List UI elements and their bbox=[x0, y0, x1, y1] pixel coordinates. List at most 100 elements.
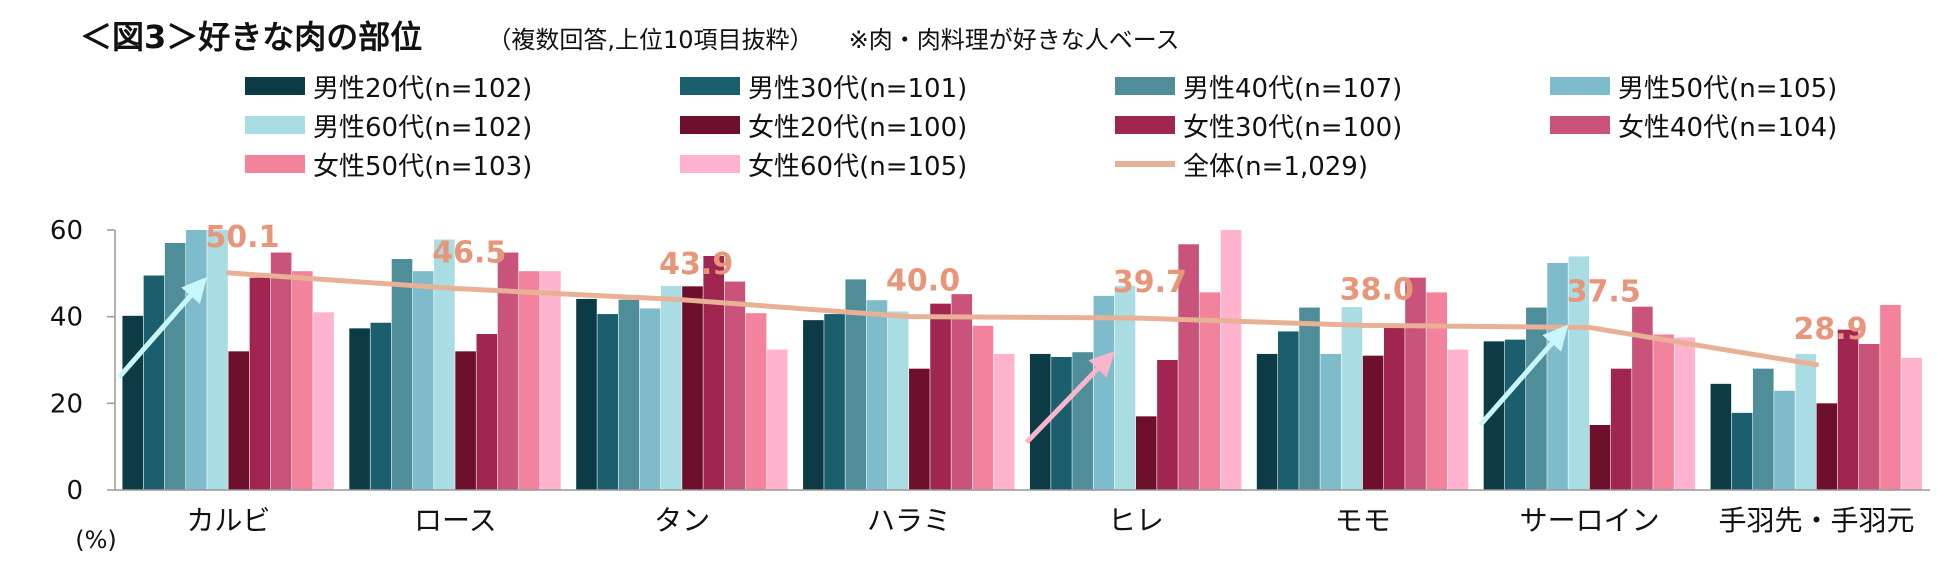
bar bbox=[270, 252, 292, 490]
bar bbox=[1858, 343, 1880, 490]
total-line-point bbox=[225, 270, 231, 276]
legend-item: 女性20代(n=100) bbox=[680, 107, 967, 143]
legend-swatch bbox=[1115, 77, 1175, 95]
legend-label: 女性20代(n=100) bbox=[748, 112, 968, 143]
bar bbox=[951, 294, 973, 490]
bar bbox=[1674, 337, 1696, 490]
total-data-label: 50.1 bbox=[205, 220, 279, 255]
legend-item: 男性30代(n=101) bbox=[680, 68, 967, 104]
bar bbox=[1731, 412, 1753, 490]
total-line-point bbox=[1587, 325, 1593, 330]
y-tick-label: 40 bbox=[50, 303, 83, 333]
total-data-label: 28.9 bbox=[1794, 312, 1868, 347]
bar bbox=[1816, 403, 1838, 490]
bar bbox=[1653, 334, 1674, 490]
bar bbox=[207, 230, 228, 490]
bar bbox=[597, 314, 618, 490]
bar bbox=[1093, 295, 1115, 490]
chart-subtitle: （複数回答,上位10項目抜粋） bbox=[487, 26, 814, 54]
x-tick-label: ハラミ bbox=[867, 504, 951, 537]
bar bbox=[1178, 244, 1199, 490]
legend-swatch bbox=[680, 116, 740, 134]
bar bbox=[1220, 230, 1242, 490]
bar bbox=[1837, 329, 1859, 490]
bar bbox=[1384, 325, 1405, 490]
legend-label: 男性40代(n=107) bbox=[1183, 73, 1403, 104]
trend-arrow bbox=[1024, 351, 1115, 445]
total-data-label: 46.5 bbox=[432, 236, 506, 271]
trend-arrow bbox=[117, 276, 207, 379]
total-line-point bbox=[679, 297, 685, 303]
chart-note: ※肉・肉料理が好きな人ベース bbox=[848, 26, 1180, 54]
legend-item: 男性20代(n=102) bbox=[245, 68, 532, 104]
bar bbox=[434, 239, 455, 490]
y-tick-label: 60 bbox=[50, 216, 83, 246]
bar bbox=[845, 279, 867, 490]
legend-item: 女性40代(n=104) bbox=[1550, 107, 1837, 143]
bar bbox=[1072, 352, 1093, 490]
bar bbox=[1256, 353, 1278, 490]
bar bbox=[1632, 306, 1653, 490]
bar bbox=[476, 334, 498, 490]
bar bbox=[682, 286, 703, 490]
bar bbox=[660, 285, 682, 490]
total-line-point bbox=[1133, 315, 1139, 321]
bar bbox=[122, 315, 144, 490]
bar bbox=[1880, 304, 1901, 490]
bar bbox=[724, 281, 746, 490]
legend-item: 男性60代(n=102) bbox=[245, 107, 532, 143]
total-line-point bbox=[906, 314, 912, 320]
bar bbox=[1447, 349, 1469, 490]
bar bbox=[887, 311, 909, 490]
bar bbox=[1752, 368, 1774, 490]
y-axis-label: (%) bbox=[75, 526, 117, 554]
legend-item: 全体(n=1,029) bbox=[1115, 146, 1368, 182]
legend-label: 男性50代(n=105) bbox=[1618, 73, 1838, 104]
x-tick-label: タン bbox=[654, 504, 710, 537]
x-tick-label: ヒレ bbox=[1108, 504, 1164, 537]
total-data-label: 38.0 bbox=[1340, 272, 1414, 307]
bar bbox=[497, 252, 519, 490]
total-data-label: 43.9 bbox=[659, 247, 733, 282]
bar bbox=[1426, 292, 1448, 490]
bar bbox=[909, 368, 930, 490]
x-tick-label: ロース bbox=[414, 504, 497, 537]
bar bbox=[930, 303, 951, 490]
bar bbox=[639, 308, 661, 490]
bar bbox=[455, 351, 476, 490]
legend-label: 女性30代(n=100) bbox=[1183, 112, 1403, 143]
y-tick-label: 0 bbox=[66, 476, 83, 506]
bar bbox=[618, 299, 640, 490]
legend-item: 女性50代(n=103) bbox=[245, 146, 532, 182]
legend-swatch bbox=[680, 155, 740, 173]
total-line-point bbox=[1360, 322, 1366, 328]
bar bbox=[1114, 285, 1136, 490]
legend-swatch bbox=[1550, 116, 1610, 134]
bar bbox=[349, 328, 370, 490]
trend-arrow bbox=[1478, 324, 1569, 427]
bar bbox=[703, 256, 724, 490]
legend-item: 男性40代(n=107) bbox=[1115, 68, 1402, 104]
bar bbox=[1135, 416, 1157, 490]
total-data-label: 40.0 bbox=[886, 264, 960, 299]
legend-label: 女性60代(n=105) bbox=[748, 151, 968, 182]
bar bbox=[1157, 360, 1178, 490]
bar bbox=[866, 300, 888, 490]
bar bbox=[1199, 292, 1221, 490]
bar bbox=[1299, 307, 1320, 490]
legend-item: 女性30代(n=100) bbox=[1115, 107, 1402, 143]
bar bbox=[518, 271, 540, 490]
legend-label: 女性50代(n=103) bbox=[313, 151, 533, 182]
bar bbox=[824, 314, 845, 490]
legend-label: 男性20代(n=102) bbox=[313, 73, 533, 104]
bar bbox=[1341, 307, 1363, 490]
bar bbox=[292, 271, 313, 490]
bar bbox=[1774, 390, 1795, 490]
bar bbox=[803, 320, 824, 490]
bar bbox=[540, 271, 561, 490]
bar bbox=[164, 243, 186, 490]
bar bbox=[1568, 256, 1590, 490]
bar bbox=[576, 298, 597, 490]
x-tick-label: モモ bbox=[1335, 504, 1391, 537]
bar bbox=[412, 271, 434, 490]
